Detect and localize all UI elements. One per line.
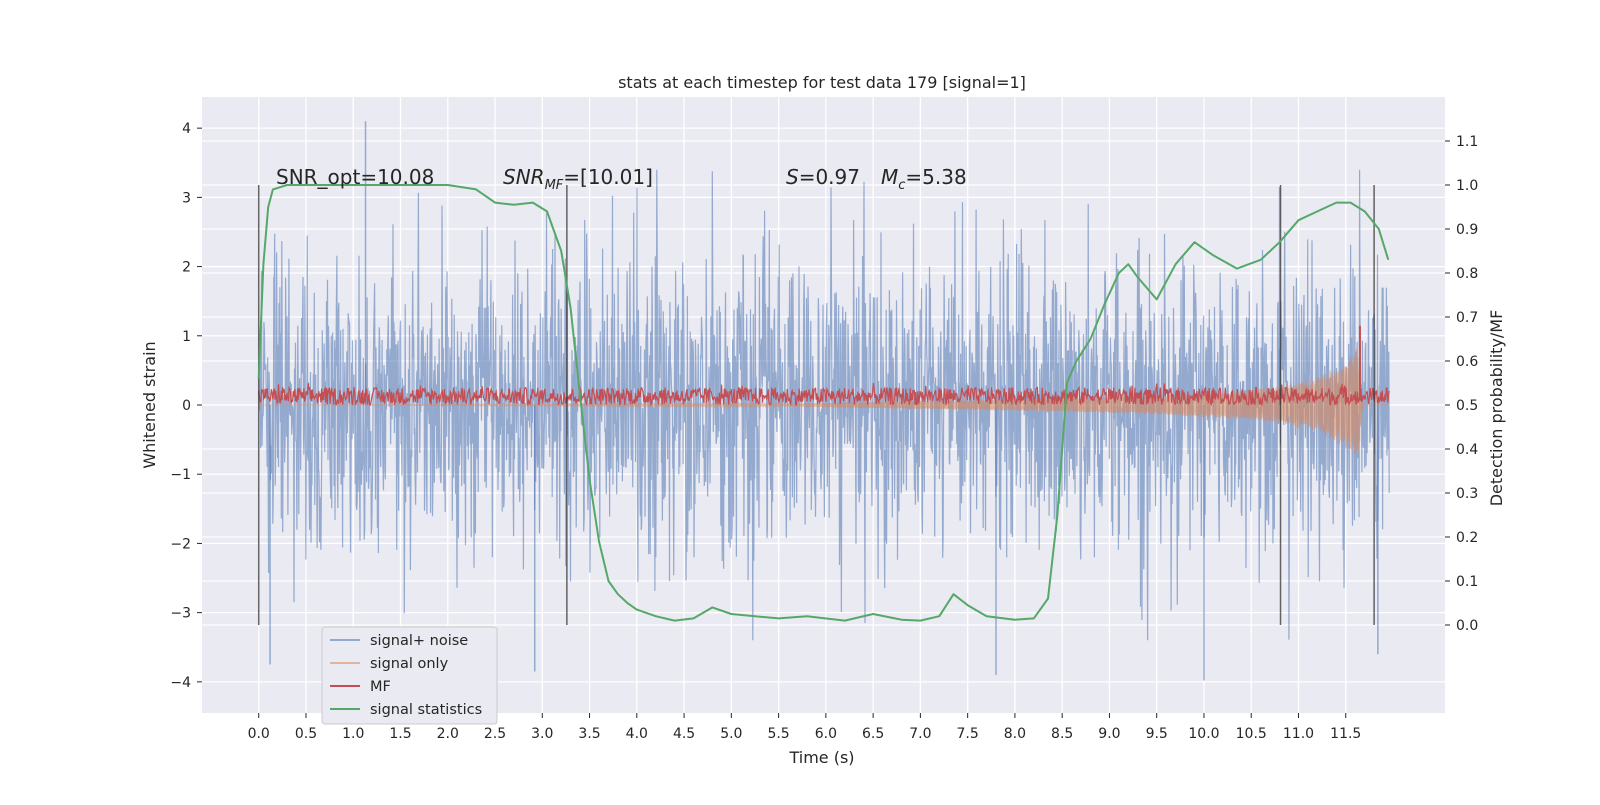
x-tick-label: 3.5 — [578, 726, 600, 742]
x-tick-label: 9.5 — [1146, 726, 1168, 742]
x-tick-label: 11.0 — [1283, 726, 1314, 742]
series-signal-noise — [258, 121, 1390, 681]
x-tick-label: 7.5 — [957, 726, 979, 742]
y-right-tick-label: 0.5 — [1456, 398, 1478, 414]
x-tick-label: 5.5 — [767, 726, 789, 742]
legend-label-mf: MF — [370, 679, 391, 695]
series-signal-statistics — [257, 184, 1390, 622]
x-tick-label: 7.0 — [909, 726, 931, 742]
x-tick-label: 0.5 — [295, 726, 317, 742]
x-tick-label: 2.0 — [437, 726, 459, 742]
chart-title: stats at each timestep for test data 179… — [618, 73, 1026, 92]
y-left-tick-label: 2 — [182, 260, 191, 276]
x-tick-label: 8.5 — [1051, 726, 1073, 742]
x-axis-ticks: 0.0 0.5 1.0 1.5 2.0 2.5 3.0 3.5 4.0 4.5 5.0 5.5 6.0 6… — [248, 713, 1361, 742]
annotation-snr-opt: SNR_opt=10.08 — [276, 165, 434, 189]
y-left-tick-label: −2 — [170, 536, 191, 552]
annotation-mc: Mc=5.38 — [881, 165, 967, 193]
annotation-snr-mf-base: SNR — [503, 165, 545, 189]
y-right-axis-title: Detection probability/MF — [1487, 310, 1506, 507]
y-left-axis-ticks: −4 −3 −2 −1 0 1 2 3 4 — [170, 121, 202, 691]
y-right-tick-label: 0.3 — [1456, 486, 1478, 502]
y-right-tick-label: 0.2 — [1456, 530, 1478, 546]
x-tick-label: 6.5 — [862, 726, 884, 742]
y-left-tick-label: 4 — [182, 121, 191, 137]
annotation-s: S=0.97 — [786, 165, 860, 189]
y-right-tick-label: 0.1 — [1456, 574, 1478, 590]
x-tick-label: 11.5 — [1330, 726, 1361, 742]
series-signal-only-line — [258, 348, 1390, 456]
x-tick-label: 0.0 — [248, 726, 270, 742]
y-right-tick-label: 0.4 — [1456, 442, 1478, 458]
annotation-mc-sub: c — [898, 178, 905, 193]
x-axis-title: Time (s) — [788, 748, 854, 767]
series-mf — [258, 325, 1390, 407]
y-right-tick-label: 0.9 — [1456, 222, 1478, 238]
legend: signal+ noise signal only MF signal stat… — [321, 626, 498, 725]
annotation-mc-value: =5.38 — [905, 165, 966, 189]
y-left-tick-label: 1 — [182, 329, 191, 345]
y-right-tick-label: 0.6 — [1456, 354, 1478, 370]
series-signal-only — [258, 348, 1390, 456]
y-right-tick-label: 0.8 — [1456, 266, 1478, 282]
annotation-s-symbol: S — [786, 165, 799, 189]
y-left-tick-label: −4 — [170, 675, 191, 691]
x-tick-label: 3.0 — [531, 726, 553, 742]
annotation-mc-symbol: M — [881, 165, 898, 189]
x-tick-label: 8.0 — [1004, 726, 1026, 742]
x-tick-label: 9.0 — [1098, 726, 1120, 742]
x-tick-label: 10.0 — [1188, 726, 1219, 742]
y-right-tick-label: 1.0 — [1456, 178, 1478, 194]
annotation-snr-mf-sub: MF — [545, 178, 564, 193]
x-tick-label: 1.5 — [389, 726, 411, 742]
x-tick-label: 1.0 — [342, 726, 364, 742]
legend-label-signal-statistics: signal statistics — [370, 702, 482, 718]
series-signal-statistics-line — [257, 184, 1390, 622]
x-tick-label: 2.5 — [484, 726, 506, 742]
legend-box — [321, 626, 498, 725]
legend-label-signal-noise: signal+ noise — [370, 633, 468, 649]
y-right-tick-label: 0.7 — [1456, 310, 1478, 326]
x-tick-label: 4.0 — [626, 726, 648, 742]
x-tick-label: 6.0 — [815, 726, 837, 742]
annotation-s-value: =0.97 — [799, 165, 860, 189]
annotation-snr-mf: SNRMF=[10.01] — [503, 165, 653, 193]
y-right-tick-label: 1.1 — [1456, 134, 1478, 150]
legend-label-signal-only: signal only — [370, 656, 449, 672]
y-left-tick-label: −3 — [170, 606, 191, 622]
series-signal-noise-line — [258, 169, 1390, 641]
series-mf-line — [258, 382, 1390, 407]
x-tick-label: 10.5 — [1236, 726, 1267, 742]
x-tick-label: 4.5 — [673, 726, 695, 742]
y-right-axis-ticks: 0.0 0.1 0.2 0.3 0.4 0.5 0.6 0.7 0.8 0.9 1.0 1.1 — [1445, 134, 1478, 634]
y-left-tick-label: 3 — [182, 190, 191, 206]
y-left-tick-label: −1 — [170, 467, 191, 483]
annotation-snr-mf-value: =[10.01] — [563, 165, 653, 189]
y-right-tick-label: 0.0 — [1456, 618, 1478, 634]
x-tick-label: 5.0 — [720, 726, 742, 742]
y-left-tick-label: 0 — [182, 398, 191, 414]
vertical-markers — [257, 185, 1375, 625]
y-left-axis-title: Whitened strain — [140, 341, 159, 468]
